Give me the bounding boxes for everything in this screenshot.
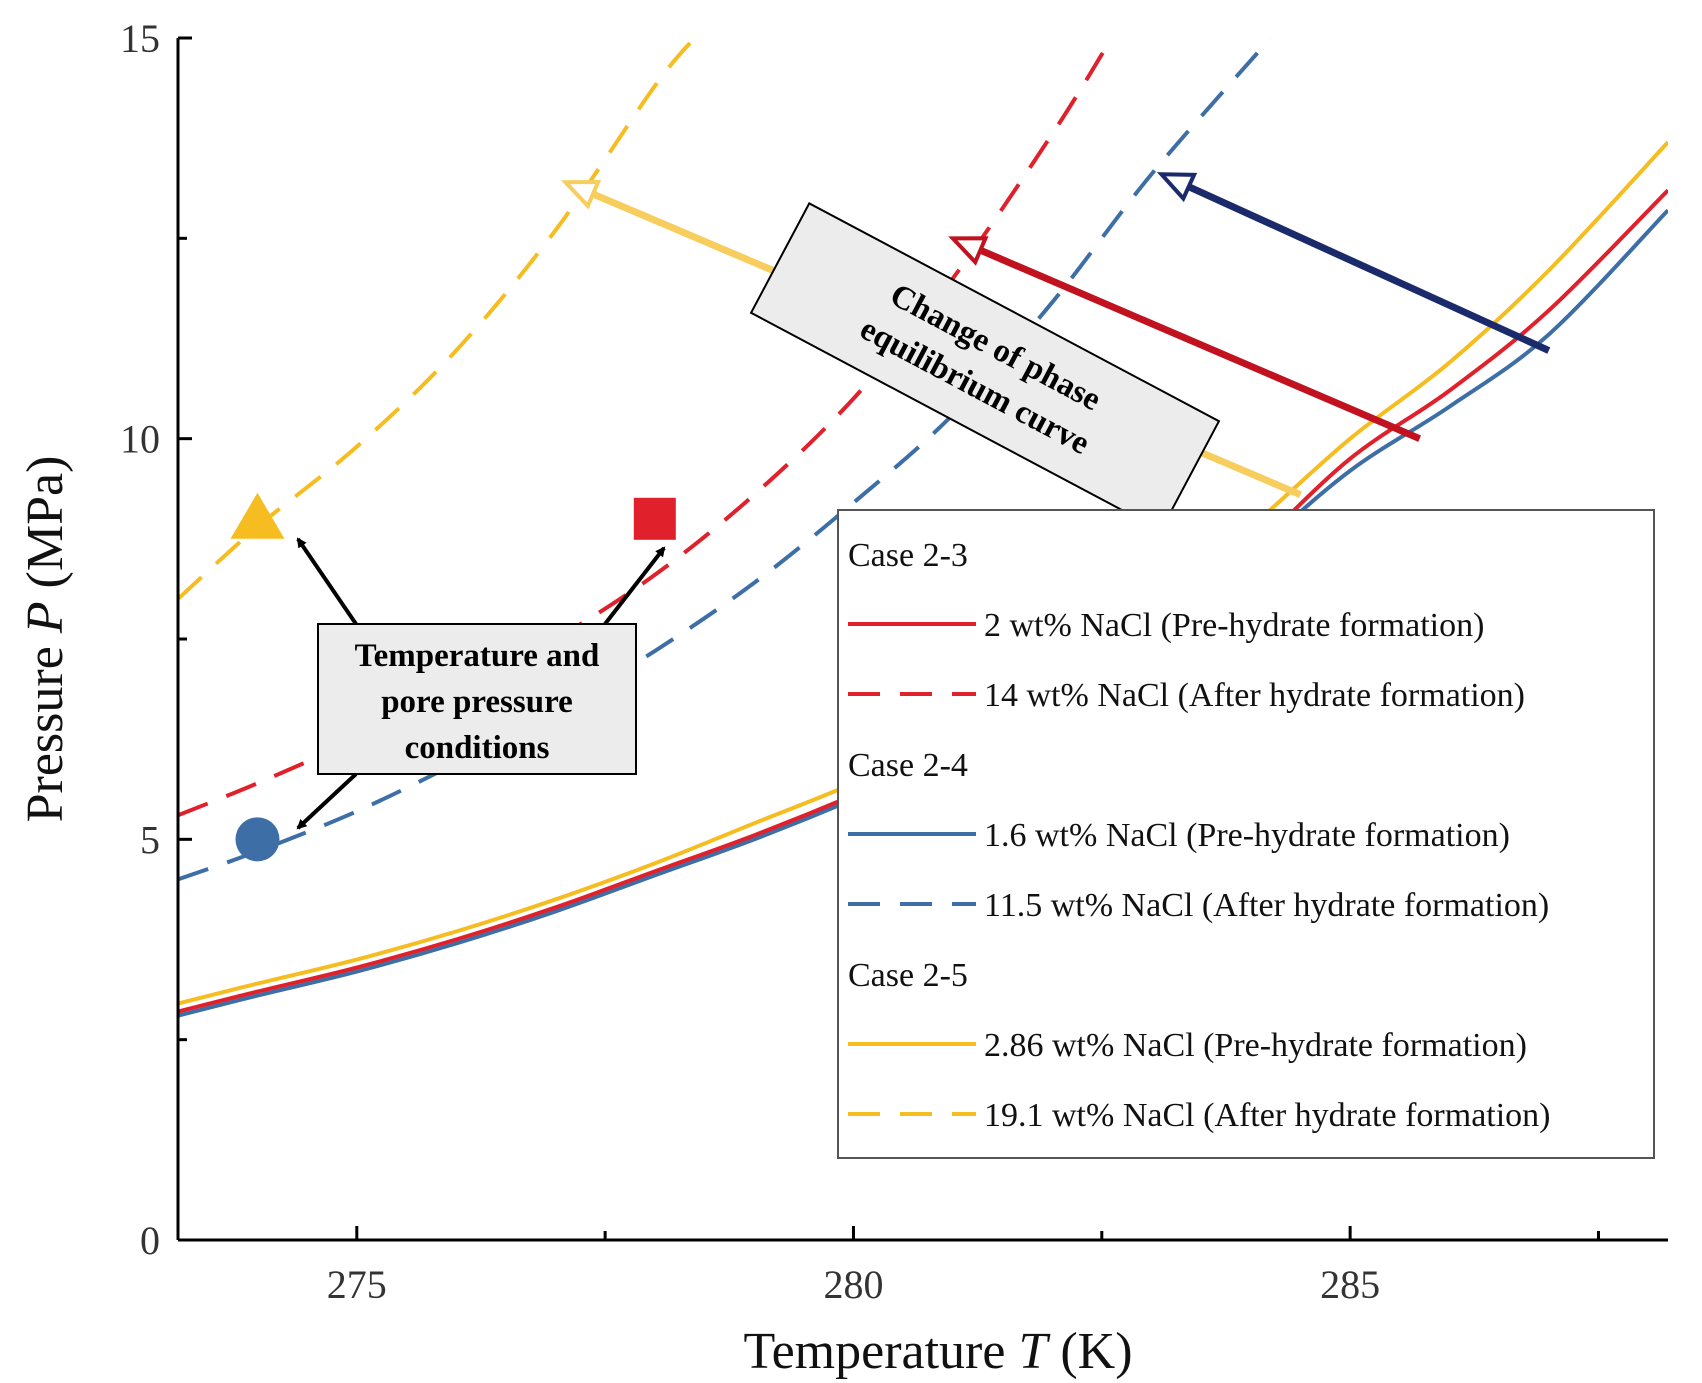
marker-square [633,497,676,540]
conditions-line-0: Temperature and [355,638,600,674]
conditions-arrow-circle [296,772,358,830]
marker-triangle [230,492,285,539]
x-tick-label-0: 275 [327,1262,387,1307]
conditions-line-1: pore pressure [381,684,573,720]
y-tick-label-2: 10 [120,417,160,462]
legend-label-5: 19.1 wt% NaCl (After hydrate formation) [984,1097,1551,1134]
conditions-line-2: conditions [405,730,550,766]
legend-label-3: 11.5 wt% NaCl (After hydrate formation) [984,887,1549,924]
shift-arrow-head-0 [560,179,602,210]
shift-arrow-2 [1187,183,1551,354]
y-tick-label-0: 0 [140,1218,160,1263]
y-axis-title-symbol: P [17,601,74,634]
x-tick-label-2: 285 [1320,1262,1380,1307]
marker-circle [235,817,280,862]
legend-label-2: 1.6 wt% NaCl (Pre-hydrate formation) [984,817,1510,854]
axes: 275 280 285 0 5 10 15 Temperature T (K) Pressure… [17,16,1668,1380]
legend-group-title-2: Case 2-5 [848,957,968,994]
y-axis-title-unit: (MPa) [17,456,74,602]
x-axis-title-unit: (K) [1047,1323,1132,1380]
legend-label-0: 2 wt% NaCl (Pre-hydrate formation) [984,607,1484,644]
y-tick-label-3: 15 [120,16,160,61]
shift-arrow-head-1 [948,236,989,266]
y-axis-title-prefix: Pressure [17,633,74,822]
shift-arrow-head-2 [1156,172,1198,203]
shift-arrow-1 [978,246,1422,442]
phase-change-box [749,201,1221,533]
series-line-3 [178,38,1273,882]
conditions-arrow-triangle [296,537,358,626]
x-axis-title-prefix: Temperature [743,1323,1018,1380]
y-axis-title: Pressure P (MPa) [17,456,74,823]
legend-group-title-0: Case 2-3 [848,537,968,574]
x-tick-label-1: 280 [823,1262,883,1307]
legend-label-4: 2.86 wt% NaCl (Pre-hydrate formation) [984,1027,1527,1064]
x-axis-title-symbol: T [1018,1323,1050,1380]
conditions-box [317,623,637,775]
x-axis-title: Temperature T (K) [743,1323,1132,1380]
legend-label-1: 14 wt% NaCl (After hydrate formation) [984,677,1525,714]
y-tick-label-1: 5 [140,817,160,862]
legend-group-title-1: Case 2-4 [848,747,968,784]
legend: Case 2-3 2 wt% NaCl (Pre-hydrate formatio… [837,509,1655,1159]
conditions-arrow-square [603,546,666,626]
